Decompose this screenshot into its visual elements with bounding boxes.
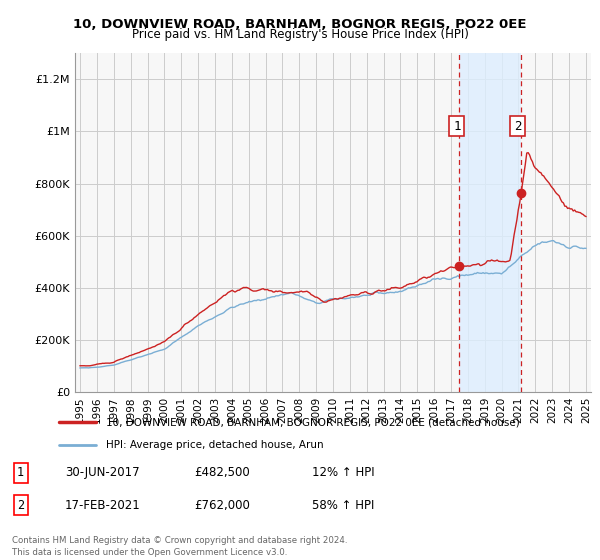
Text: £482,500: £482,500 — [194, 466, 250, 479]
Text: 30-JUN-2017: 30-JUN-2017 — [65, 466, 139, 479]
Text: 1: 1 — [17, 466, 24, 479]
Text: 1: 1 — [453, 120, 461, 133]
Text: 2: 2 — [514, 120, 522, 133]
Bar — [460, 53, 521, 392]
Text: 10, DOWNVIEW ROAD, BARNHAM, BOGNOR REGIS, PO22 0EE: 10, DOWNVIEW ROAD, BARNHAM, BOGNOR REGIS… — [73, 18, 527, 31]
Text: 10, DOWNVIEW ROAD, BARNHAM, BOGNOR REGIS, PO22 0EE (detached house): 10, DOWNVIEW ROAD, BARNHAM, BOGNOR REGIS… — [106, 417, 520, 427]
Text: Price paid vs. HM Land Registry's House Price Index (HPI): Price paid vs. HM Land Registry's House … — [131, 28, 469, 41]
Text: 58% ↑ HPI: 58% ↑ HPI — [312, 498, 374, 512]
Text: HPI: Average price, detached house, Arun: HPI: Average price, detached house, Arun — [106, 440, 324, 450]
Text: 17-FEB-2021: 17-FEB-2021 — [65, 498, 140, 512]
Text: 2: 2 — [17, 498, 24, 512]
Text: £762,000: £762,000 — [194, 498, 250, 512]
Text: Contains HM Land Registry data © Crown copyright and database right 2024.
This d: Contains HM Land Registry data © Crown c… — [12, 536, 347, 557]
Text: 12% ↑ HPI: 12% ↑ HPI — [312, 466, 374, 479]
